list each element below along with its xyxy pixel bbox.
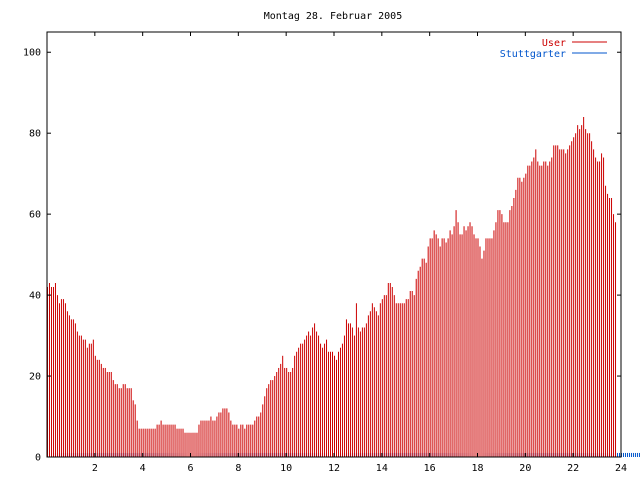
y-axis: 0 20 40 60 80 100 (23, 48, 621, 464)
x-tick-label: 2 (92, 463, 98, 474)
x-tick-label: 24 (615, 463, 627, 474)
x-tick-label: 12 (328, 463, 340, 474)
x-tick-label: 10 (280, 463, 292, 474)
y-tick-label: 60 (29, 210, 41, 221)
stuttgarter-series (47, 452, 640, 457)
chart-title: Montag 28. Februar 2005 (264, 11, 402, 22)
y-tick-label: 0 (35, 453, 41, 464)
x-tick-label: 4 (140, 463, 146, 474)
legend-label-stuttgarter: Stuttgarter (500, 49, 566, 60)
user-series (47, 117, 617, 457)
x-tick-label: 16 (424, 463, 436, 474)
x-tick-label: 6 (187, 463, 193, 474)
x-axis: 2 4 6 8 10 12 14 16 18 20 22 24 (92, 32, 627, 474)
y-tick-label: 20 (29, 372, 41, 383)
x-tick-label: 22 (567, 463, 579, 474)
x-tick-label: 8 (235, 463, 241, 474)
legend-label-user: User (542, 38, 566, 49)
y-tick-label: 40 (29, 291, 41, 302)
x-tick-label: 20 (519, 463, 531, 474)
y-tick-label: 100 (23, 48, 41, 59)
x-tick-label: 18 (471, 463, 483, 474)
y-tick-label: 80 (29, 129, 41, 140)
legend: User Stuttgarter (500, 38, 607, 60)
x-tick-label: 14 (376, 463, 388, 474)
